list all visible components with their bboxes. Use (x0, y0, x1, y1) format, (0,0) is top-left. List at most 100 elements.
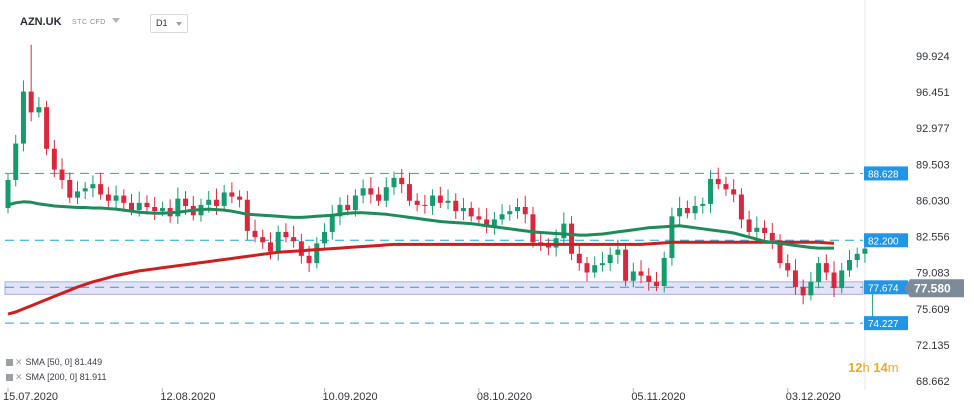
candle-body (422, 204, 428, 206)
candle-body (646, 275, 652, 282)
candle-body (183, 198, 189, 206)
candle-body (545, 244, 551, 248)
candle-body (5, 179, 11, 209)
y-tick-label: 89.503 (916, 159, 950, 171)
candle-body (430, 195, 436, 206)
candle-body (653, 281, 659, 287)
candle-body (692, 205, 698, 214)
legend-sma50[interactable]: ✕ SMA [50, 0] 81.449 (6, 357, 102, 368)
candle-body (623, 249, 629, 281)
candle-body (854, 253, 860, 261)
legend-sma200[interactable]: ✕ SMA [200, 0] 81.911 (6, 372, 106, 383)
candle-body (800, 287, 806, 296)
candle-body (345, 204, 351, 211)
chart-header: AZN.UK STC CFD D1 (0, 0, 974, 40)
candle-body (98, 184, 104, 195)
current-price-label: 77.580 (914, 281, 951, 295)
instrument-type-label: STC CFD (72, 19, 106, 26)
candle-body (283, 231, 289, 238)
candle-body (36, 107, 42, 113)
x-tick-label: 10.09.2020 (323, 391, 378, 403)
x-tick-label: 15.07.2020 (3, 391, 58, 403)
candle-body (499, 214, 505, 220)
candle-body (121, 195, 127, 203)
y-tick-label: 79.083 (916, 268, 950, 280)
candle-body (769, 232, 775, 241)
candle-body (229, 192, 235, 197)
remove-indicator-icon[interactable]: ✕ (15, 372, 23, 382)
candle-body (484, 219, 490, 226)
candle-body (206, 199, 212, 205)
candle-body (731, 189, 737, 195)
candle-body (460, 208, 466, 212)
level-label-bg (864, 280, 908, 295)
candle-body (584, 263, 590, 273)
candle-body (113, 195, 119, 201)
support-zone (4, 281, 864, 295)
indicator-settings-icon[interactable] (6, 359, 13, 366)
level-label: 88.628 (868, 169, 899, 180)
x-tick-label: 08.10.2020 (477, 391, 532, 403)
remove-indicator-icon[interactable]: ✕ (15, 357, 23, 367)
candle-body (468, 208, 474, 217)
candle-body (237, 196, 243, 200)
candle-body (561, 223, 567, 239)
candle-body (90, 184, 96, 189)
level-label: 82.200 (868, 236, 899, 247)
candle-body (684, 208, 690, 214)
candle-body (777, 240, 783, 264)
instrument-dropdown-icon[interactable] (112, 18, 120, 23)
candle-body (445, 200, 451, 203)
current-price-badge (904, 279, 964, 298)
candle-body (576, 253, 582, 264)
candle-body (831, 272, 837, 289)
candle-body (708, 178, 714, 204)
candle-body (337, 204, 343, 217)
candle-body (522, 206, 528, 215)
candle-body (816, 263, 822, 282)
candle-body (615, 249, 621, 255)
level-label-bg (864, 316, 908, 331)
candle-body (630, 271, 636, 281)
candle-body (298, 241, 304, 256)
candle-body (13, 143, 19, 180)
candle-body (746, 219, 752, 232)
candle-body (368, 188, 374, 195)
candle-body (20, 91, 26, 144)
indicator-settings-icon[interactable] (6, 374, 13, 381)
candle-body (329, 216, 335, 232)
y-tick-label: 86.030 (916, 195, 950, 207)
candle-body (700, 203, 706, 206)
candle-body (569, 223, 575, 254)
y-tick-label: 82.556 (916, 232, 950, 244)
candle-body (677, 208, 683, 217)
candle-body (105, 194, 111, 201)
candle-body (360, 188, 366, 196)
timeframe-label: D1 (156, 18, 168, 28)
candle-body (399, 177, 405, 185)
candle-body (136, 202, 142, 211)
candle-body (322, 231, 328, 244)
candle-body (44, 107, 50, 149)
candle-body (599, 263, 605, 266)
candle-body (808, 281, 814, 296)
candle-body (267, 242, 273, 252)
candle-body (507, 211, 513, 215)
candle-body (638, 271, 644, 276)
candle-body (152, 206, 158, 212)
timeframe-select[interactable]: D1 (150, 14, 188, 33)
candle-body (607, 254, 613, 264)
candle-body (592, 265, 598, 273)
candle-body (260, 237, 266, 243)
candle-body (754, 227, 760, 232)
candle-body (82, 188, 88, 192)
symbol-label: AZN.UK (20, 16, 62, 28)
sma50-line (7, 200, 834, 250)
candle-body (515, 206, 521, 212)
y-tick-label: 99.924 (916, 51, 950, 63)
x-tick-label: 03.12.2020 (786, 391, 841, 403)
candle-body (723, 184, 729, 190)
candle-body (175, 198, 181, 217)
candle-body (74, 191, 80, 198)
